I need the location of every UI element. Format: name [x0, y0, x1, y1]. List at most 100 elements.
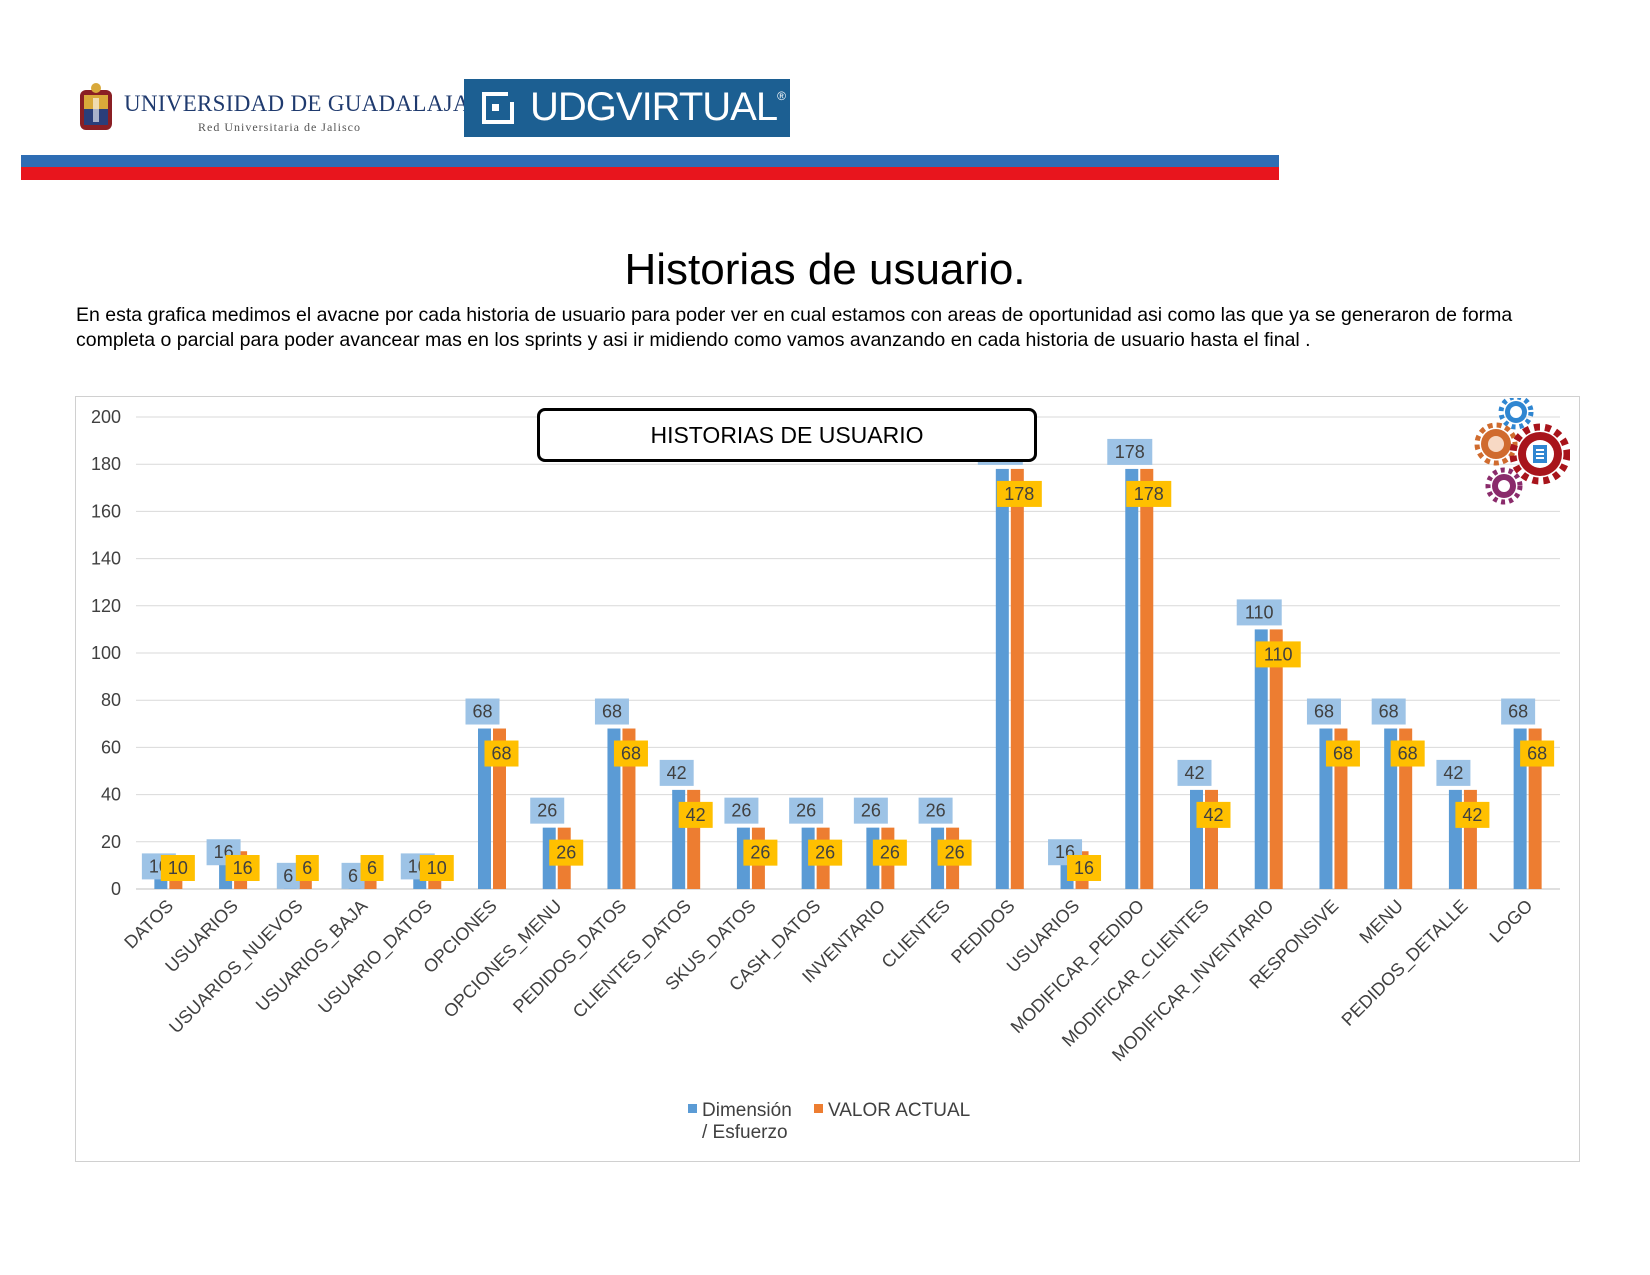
x-tick-label: CLIENTES [878, 896, 954, 972]
data-label-dimension: 42 [1443, 763, 1463, 783]
data-label-valor-actual: 42 [1462, 805, 1482, 825]
gear-blue-icon [1498, 398, 1534, 430]
university-name: UNIVERSIDAD DE GUADALAJARA [124, 91, 503, 116]
bar-valor-actual [1269, 629, 1283, 889]
bar-valor-actual [493, 728, 506, 889]
data-label-valor-actual: 42 [686, 805, 706, 825]
gear-red-icon [1509, 423, 1570, 485]
x-tick-label: DATOS [120, 896, 177, 953]
data-label-bg-valor-actual [937, 839, 972, 866]
data-label-bg-valor-actual [743, 839, 778, 866]
data-label-bg-valor-actual [160, 855, 195, 881]
data-label-valor-actual: 26 [815, 843, 835, 863]
data-label-bg-valor-actual [484, 740, 519, 767]
data-label-valor-actual: 68 [1333, 744, 1353, 764]
data-label-bg-valor-actual [549, 839, 584, 866]
page-title: Historias de usuario. [624, 245, 1026, 294]
data-label-dimension: 68 [602, 702, 622, 722]
page-description: En esta grafica medimos el avacne por ca… [76, 304, 1513, 351]
y-tick-label: 120 [91, 596, 121, 616]
university-subtitle: Red Universitaria de Jalisco [198, 120, 361, 134]
y-tick-label: 60 [101, 737, 121, 757]
data-label-bg-dimension [1371, 698, 1406, 725]
data-label-bg-dimension [1306, 698, 1341, 725]
gear-purple-icon [1485, 467, 1523, 505]
data-label-bg-valor-actual [419, 855, 454, 881]
legend-label-valor-actual: VALOR ACTUAL [828, 1100, 971, 1121]
bar-dimension [995, 468, 1009, 889]
data-label-bg-valor-actual [1126, 480, 1172, 507]
bar-valor-actual [622, 728, 636, 889]
bar-valor-actual [1140, 468, 1154, 889]
y-tick-label: 100 [91, 643, 121, 663]
data-label-valor-actual: 178 [1004, 484, 1034, 504]
data-label-bg-valor-actual [1455, 801, 1490, 828]
data-label-dimension: 26 [926, 801, 946, 821]
legend-item-valor-actual: VALOR ACTUAL [814, 1100, 970, 1122]
bar-dimension [1319, 728, 1333, 889]
data-label-bg-valor-actual [1067, 855, 1102, 881]
data-label-dimension: 6 [283, 866, 293, 886]
data-label-bg-dimension [1107, 438, 1153, 465]
data-label-valor-actual: 16 [1074, 858, 1094, 878]
data-label-valor-actual: 42 [1203, 805, 1223, 825]
registered-mark: ® [777, 88, 786, 103]
data-label-bg-dimension [853, 797, 888, 824]
udg-virtual-text: UDGVIRTUAL® [530, 85, 786, 129]
bar-valor-actual [1010, 468, 1024, 889]
data-label-dimension: 68 [1379, 702, 1399, 722]
data-label-bg-dimension [724, 797, 759, 824]
data-label-valor-actual: 16 [233, 858, 253, 878]
y-tick-label: 140 [91, 549, 121, 569]
data-label-bg-valor-actual [225, 855, 260, 881]
data-label-dimension: 26 [537, 801, 557, 821]
data-label-bg-dimension [276, 862, 300, 889]
data-label-dimension: 6 [348, 866, 358, 886]
header-blue-stripe [21, 155, 1279, 167]
data-label-valor-actual: 26 [880, 843, 900, 863]
data-label-valor-actual: 110 [1264, 644, 1293, 664]
legend-item-dimension: Dimensión / Esfuerzo [688, 1100, 792, 1144]
data-label-valor-actual: 68 [621, 744, 641, 764]
x-tick-label: PEDIDOS_DETALLE [1338, 896, 1473, 1031]
data-label-valor-actual: 178 [1134, 484, 1164, 504]
legend-label-dimension-line2: / Esfuerzo [702, 1122, 788, 1143]
gears-icon [1474, 398, 1570, 505]
data-label-bg-dimension [530, 797, 565, 824]
bar-valor-actual [1399, 728, 1413, 889]
chart-frame [75, 396, 1580, 1162]
data-label-bg-valor-actual [1255, 641, 1301, 668]
data-label-bg-valor-actual [678, 801, 713, 828]
data-label-bg-dimension [1436, 759, 1471, 786]
data-label-valor-actual: 10 [427, 858, 447, 878]
data-label-bg-dimension [341, 862, 365, 889]
data-label-bg-valor-actual [360, 855, 384, 881]
bar-valor-actual [1334, 728, 1348, 889]
legend-swatch-orange [814, 1104, 823, 1114]
data-label-dimension: 26 [796, 801, 816, 821]
bar-dimension [1513, 728, 1527, 889]
data-label-bg-dimension [1236, 599, 1282, 626]
data-label-valor-actual: 68 [1398, 744, 1418, 764]
data-label-bg-valor-actual [613, 740, 648, 767]
x-tick-label: OPCIONES_MENU [440, 896, 567, 1023]
data-label-dimension: 110 [1245, 602, 1274, 622]
data-label-valor-actual: 10 [168, 858, 188, 878]
y-tick-label: 80 [101, 690, 121, 710]
data-label-bg-dimension [789, 797, 824, 824]
data-label-valor-actual: 6 [367, 858, 377, 878]
bar-dimension [1254, 629, 1268, 889]
data-label-dimension: 26 [861, 801, 881, 821]
data-label-bg-valor-actual [1520, 740, 1555, 767]
university-logo: UNIVERSIDAD DE GUADALAJARA Red Universit… [76, 80, 502, 138]
y-tick-label: 180 [91, 454, 121, 474]
data-label-bg-dimension [594, 698, 629, 725]
data-label-dimension: 26 [731, 801, 751, 821]
data-label-valor-actual: 68 [491, 744, 511, 764]
y-tick-label: 0 [111, 879, 121, 899]
data-label-bg-dimension [659, 759, 694, 786]
header-red-stripe [21, 167, 1279, 180]
data-label-dimension: 68 [1314, 702, 1334, 722]
data-label-valor-actual: 26 [750, 843, 770, 863]
legend-swatch-blue [688, 1104, 697, 1114]
